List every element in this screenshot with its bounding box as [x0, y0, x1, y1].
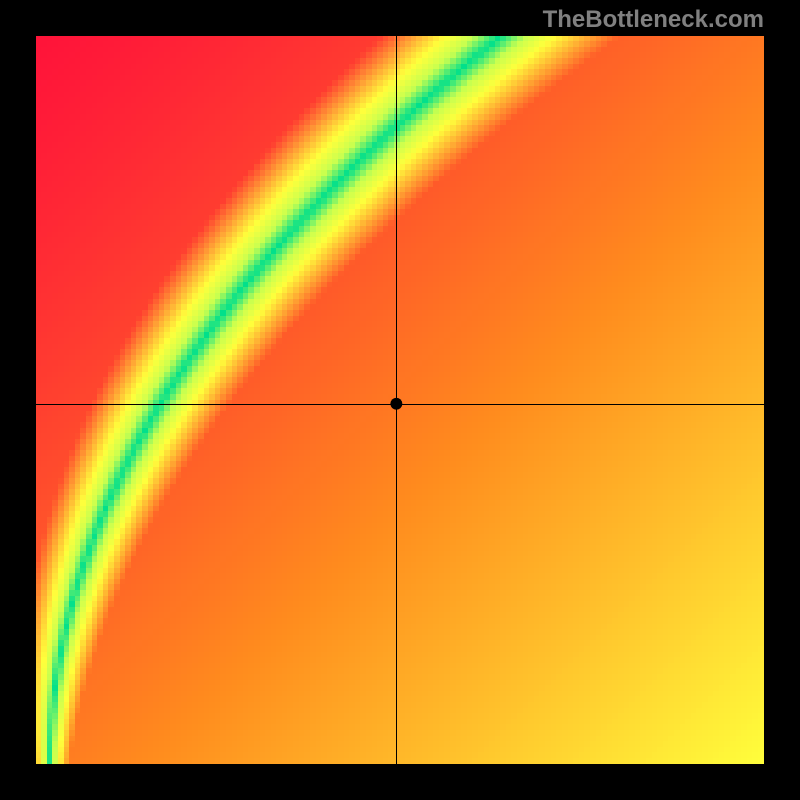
bottleneck-heatmap	[36, 36, 764, 764]
watermark-text: TheBottleneck.com	[543, 6, 764, 34]
chart-container: { "canvas": { "width": 800, "height": 80…	[0, 0, 800, 800]
